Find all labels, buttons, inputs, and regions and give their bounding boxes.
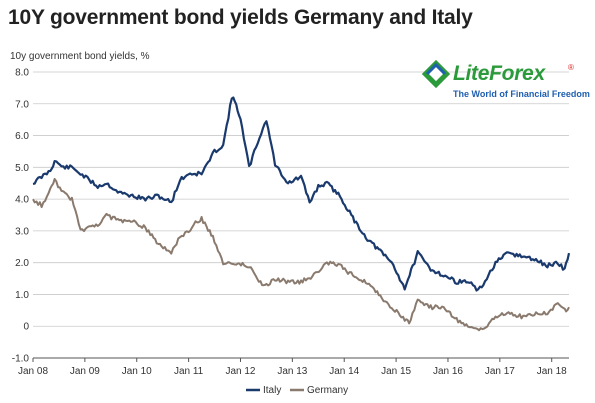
series-line-germany (32, 178, 570, 332)
x-tick-label: Jan 09 (70, 366, 100, 377)
legend-label-italy: Italy (263, 385, 281, 396)
x-tick-label: Jan 10 (122, 366, 152, 377)
x-tick-label: Jan 17 (485, 366, 515, 377)
x-tick-label: Jan 11 (174, 366, 204, 377)
y-axis-label: 10y government bond yields, % (10, 51, 150, 62)
y-tick-label: 6.0 (15, 131, 29, 142)
legend: Italy Germany (246, 385, 348, 396)
series-lines (32, 96, 571, 332)
y-tick-label: 1.0 (15, 290, 29, 301)
x-tick-label: Jan 15 (381, 366, 411, 377)
liteforex-diamond-logo-icon (421, 59, 451, 89)
liteforex-logo: LiteForex ® The World of Financial Freed… (420, 56, 590, 106)
brand-tagline: The World of Financial Freedom (453, 89, 590, 99)
x-tick-label: Jan 13 (277, 366, 307, 377)
y-tick-label: 8.0 (15, 68, 29, 79)
y-tick-label: 2.0 (15, 258, 29, 269)
y-tick-label: 4.0 (15, 195, 29, 206)
x-tick-label: Jan 16 (433, 366, 463, 377)
legend-label-germany: Germany (307, 385, 348, 396)
registered-mark: ® (568, 63, 574, 72)
y-tick-label: 0 (23, 322, 29, 333)
y-tick-label: 7.0 (15, 99, 29, 110)
y-tick-label: 3.0 (15, 226, 29, 237)
brand-name: LiteForex (453, 62, 545, 85)
x-tick-label: Jan 12 (225, 366, 255, 377)
x-tick-label: Jan 14 (329, 366, 359, 377)
x-tick-label: Jan 18 (537, 366, 567, 377)
axes: -1.0 0 1.0 2.0 3.0 4.0 5.0 6.0 7.0 8.0 Jan 08 Jan 0… (12, 68, 569, 377)
series-line-italy (32, 96, 571, 292)
gridlines (33, 71, 569, 359)
y-tick-label: 5.0 (15, 163, 29, 174)
y-tick-label: -1.0 (12, 354, 30, 365)
x-tick-label: Jan 08 (18, 366, 48, 377)
chart-title: 10Y government bond yields Germany and I… (8, 6, 473, 29)
